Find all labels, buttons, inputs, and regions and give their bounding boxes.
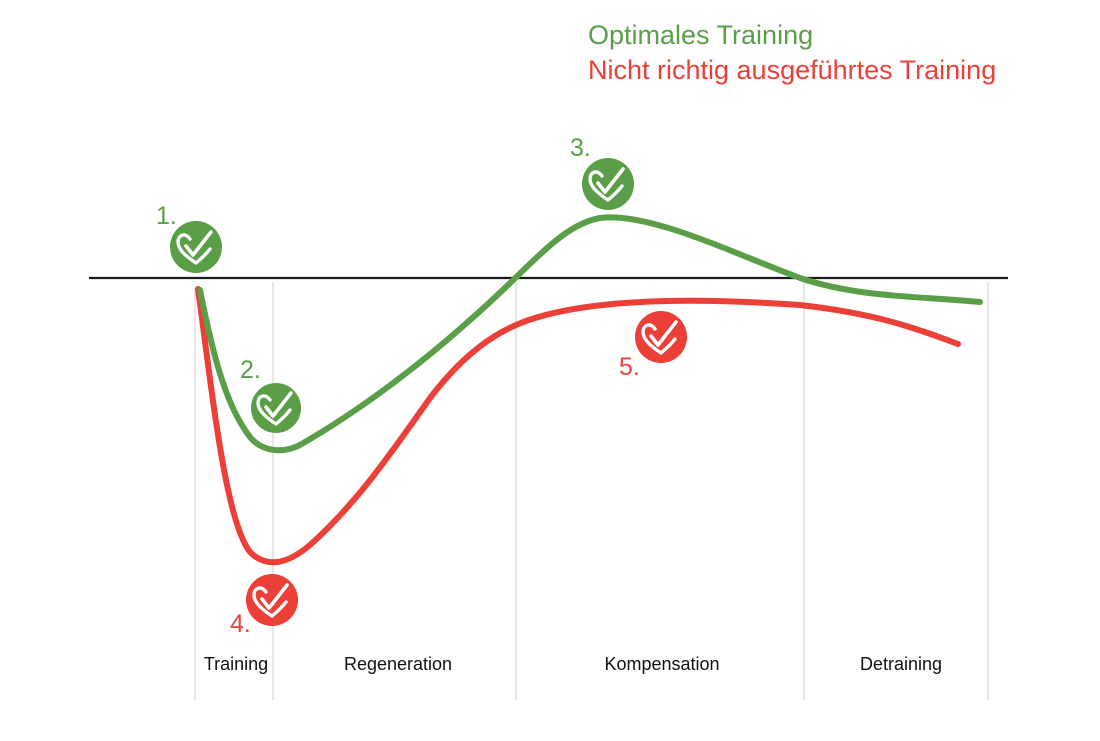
phase-label-detraining: Detraining [860,654,942,674]
marker-2: 2. [240,356,301,433]
marker-4-number: 4. [230,610,251,638]
phase-gridlines [194,282,989,700]
incorrect-training-curve [195,286,961,566]
marker-2-number: 2. [240,356,261,384]
marker-1-number: 1. [156,202,177,230]
marker-3-number: 3. [570,134,591,162]
optimal-training-curve [197,214,983,454]
legend-optimal-label: Optimales Training [588,20,814,50]
legend-optimal: Optimales Training [588,18,813,52]
marker-5-number: 5. [619,353,640,381]
marker-3: 3. [570,134,634,210]
phase-labels: Training Regeneration Kompensation Detra… [204,654,942,674]
marker-1: 1. [156,202,222,273]
legend-incorrect-label: Nicht richtig ausgeführtes Training [588,55,997,85]
phase-label-kompensation: Kompensation [604,654,719,674]
phase-label-regeneration: Regeneration [344,654,452,674]
marker-4: 4. [230,574,298,638]
phase-label-training: Training [204,654,268,674]
marker-5: 5. [619,311,687,381]
legend-incorrect: Nicht richtig ausgeführtes Training [588,53,996,87]
